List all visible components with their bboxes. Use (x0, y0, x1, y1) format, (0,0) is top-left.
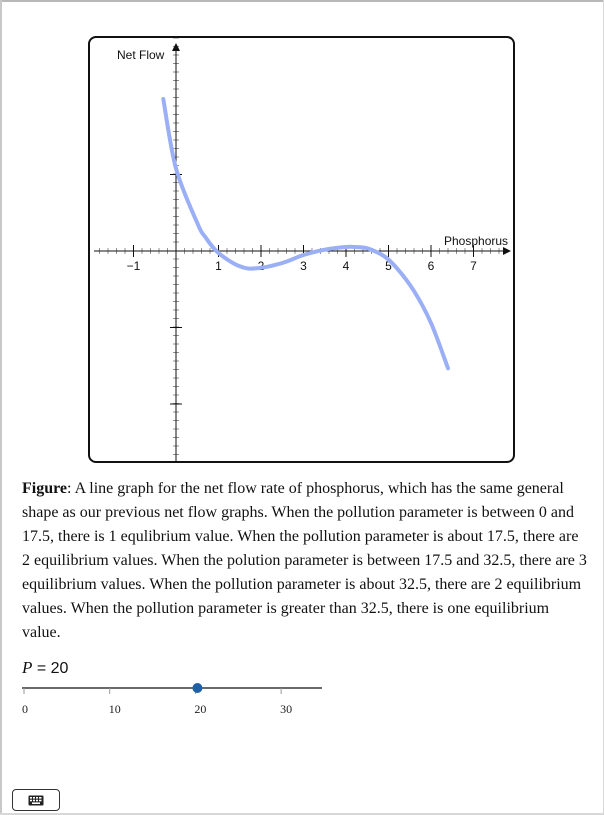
slider-ticks: 0 10 20 30 (22, 688, 292, 716)
x-tick-label: 5 (385, 259, 392, 273)
x-axis-arrow (503, 247, 511, 255)
x-tick-label: 7 (470, 259, 477, 273)
figure-caption: Figure: A line graph for the net flow ra… (22, 477, 587, 645)
window-border-bottom (0, 813, 604, 815)
x-tick-label: −1 (127, 259, 141, 273)
x-tick-label: 4 (343, 259, 350, 273)
parameter-label: P = 20 (22, 658, 68, 678)
window-border-left (0, 0, 2, 815)
pollution-slider[interactable]: 0 10 20 30 (22, 675, 322, 725)
slider-tick-label: 0 (22, 702, 28, 716)
parameter-name: P (22, 658, 33, 677)
major-ticks (133, 174, 474, 405)
x-tick-label: 6 (428, 259, 435, 273)
slider-handle[interactable] (192, 683, 203, 693)
x-tick-labels: −1 1 2 3 4 5 6 7 (127, 259, 478, 273)
parameter-value: = 20 (36, 660, 69, 677)
net-flow-curve (161, 97, 450, 371)
x-tick-label: 1 (215, 259, 222, 273)
slider-tick-label: 20 (194, 702, 206, 716)
caption-bold: Figure (22, 480, 68, 497)
window-border-top (0, 0, 604, 2)
keyboard-icon (28, 795, 44, 805)
slider-tick-label: 10 (109, 702, 121, 716)
y-axis-arrow (172, 43, 180, 51)
x-tick-label: 3 (300, 259, 307, 273)
y-axis-label: Net Flow (117, 48, 165, 62)
graph-panel[interactable]: −1 1 2 3 4 5 6 7 Net Flow Phosphorus (88, 36, 515, 463)
x-axis-label: Phosphorus (444, 234, 508, 248)
keyboard-button[interactable] (12, 789, 60, 811)
net-flow-graph[interactable]: −1 1 2 3 4 5 6 7 Net Flow Phosphorus (90, 38, 515, 463)
slider-tick-label: 30 (280, 702, 292, 716)
caption-text: : A line graph for the net flow rate of … (22, 480, 587, 641)
